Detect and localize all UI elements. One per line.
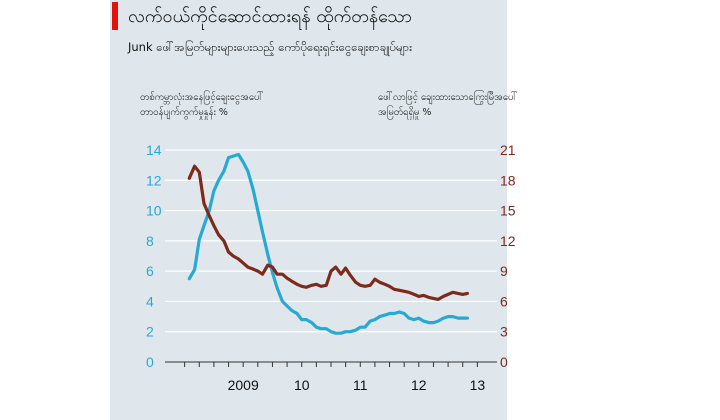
y-right-tick-label: 3 <box>500 324 508 340</box>
y-right-tick-label: 15 <box>500 203 516 219</box>
y-left-tick-label: 4 <box>146 293 154 309</box>
y-left-tick-label: 10 <box>146 203 162 219</box>
chart-title: လက်ဝယ်ကိုင်ဆောင်ထားရန် ထိုက်တန်သော <box>128 6 413 27</box>
y-left-tick-label: 8 <box>146 233 154 249</box>
y-right-tick-label: 9 <box>500 263 508 279</box>
x-tick-label: 11 <box>353 377 368 393</box>
right-axis-label-line2: အမြတ်ရရှိမှု % <box>378 107 432 118</box>
x-tick-label: 12 <box>411 377 427 393</box>
y-left-tick-label: 2 <box>146 324 154 340</box>
chart-subtitle: Junk ဖေါ်အမြတ်များများပေးသည့် ကော်ပိုရေး… <box>128 40 413 54</box>
yield-line <box>187 164 469 301</box>
y-right-tick-label: 18 <box>500 172 516 188</box>
y-left-tick-label: 0 <box>146 354 154 370</box>
x-tick-label: 10 <box>294 377 310 393</box>
default-rate-line <box>187 152 469 335</box>
right-axis-label-line1: ဖေါ်လာဖြင့် ချေးထားသောကြွေးမြီအပေါ် <box>378 92 518 103</box>
y-right-tick-label: 12 <box>500 233 516 249</box>
y-left-tick-label: 6 <box>146 263 154 279</box>
x-tick-label: 2009 <box>228 377 259 393</box>
left-axis-label-line1: တစ်ကမ္ဘာလုံးအနေဖြင့်ချေးငွေအပေါ် <box>140 92 264 103</box>
y-left-tick-label: 14 <box>146 142 162 158</box>
y-right-tick-label: 6 <box>500 293 508 309</box>
y-right-tick-label: 21 <box>500 142 516 158</box>
y-left-tick-label: 12 <box>146 172 162 188</box>
left-axis-label: တစ်ကမ္ဘာလုံးအနေဖြင့်ချေးငွေအပေါ် တာဝန်ပျ… <box>140 90 264 120</box>
accent-bar <box>112 2 118 30</box>
y-right-tick-label: 0 <box>500 354 508 370</box>
left-axis-label-line2: တာဝန်ပျက်ကွက်မှုနှုန်း % <box>140 107 228 118</box>
right-axis-label: ဖေါ်လာဖြင့် ချေးထားသောကြွေးမြီအပေါ် အမြတ… <box>378 90 518 120</box>
x-tick-label: 13 <box>470 377 486 393</box>
